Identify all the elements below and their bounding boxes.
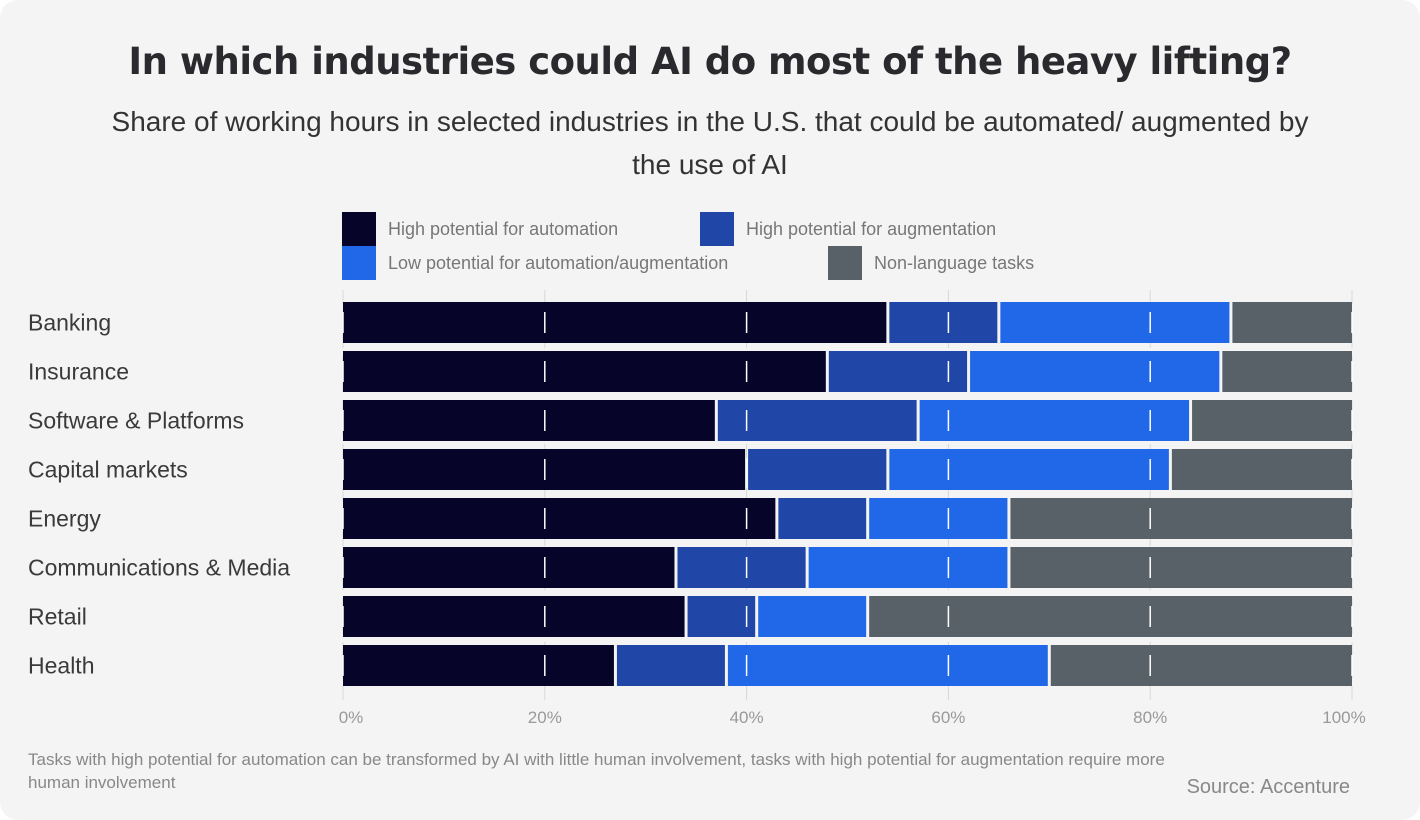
category-label: Communications & Media <box>28 555 290 581</box>
bar-segment <box>778 498 867 539</box>
category-label: Insurance <box>28 359 129 385</box>
bar-segment <box>727 645 1048 686</box>
category-label: Capital markets <box>28 457 188 483</box>
bar-segment <box>748 449 887 490</box>
x-tick-label: 60% <box>931 708 965 727</box>
legend-item-automation: High potential for automation <box>342 212 618 246</box>
bar-segment <box>970 351 1220 392</box>
bar-segment <box>1222 351 1352 392</box>
x-tick-label: 20% <box>528 708 562 727</box>
chart-subtitle: Share of working hours in selected indus… <box>111 106 1309 180</box>
bar-segment <box>758 596 867 637</box>
x-tick-label: 80% <box>1133 708 1167 727</box>
bar-segment <box>808 547 1008 588</box>
bar-segment <box>717 400 917 441</box>
category-label: Software & Platforms <box>28 408 244 434</box>
bar-segment <box>889 449 1169 490</box>
bar-segment <box>1232 302 1352 343</box>
category-label: Banking <box>28 310 111 336</box>
legend-item-low: Low potential for automation/augmentatio… <box>342 246 728 280</box>
category-label: Retail <box>28 604 87 630</box>
bar-segment <box>687 596 756 637</box>
chart-title: In which industries could AI do most of … <box>128 40 1292 83</box>
legend-label: High potential for augmentation <box>746 218 997 239</box>
bar-segment <box>919 400 1190 441</box>
bar-segment <box>1010 498 1352 539</box>
footnote: Tasks with high potential for automation… <box>28 750 1165 792</box>
bar-segment <box>1171 449 1352 490</box>
legend-label: High potential for automation <box>388 218 619 239</box>
category-label: Health <box>28 653 94 679</box>
bar-segment <box>1000 302 1230 343</box>
bar-segment <box>343 498 776 539</box>
bar-segment <box>1192 400 1352 441</box>
legend-item-non-language: Non-language tasks <box>828 246 1034 280</box>
bar-segment <box>343 596 685 637</box>
source: Source: Accenture <box>1186 776 1350 798</box>
bar-segment <box>343 547 675 588</box>
bar-segment <box>828 351 968 392</box>
legend-label: Low potential for automation/augmentatio… <box>388 252 729 273</box>
legend-item-augmentation: High potential for augmentation <box>700 212 996 246</box>
bar-segment <box>616 645 725 686</box>
bar-segment <box>1050 645 1352 686</box>
legend-swatch <box>700 212 734 246</box>
legend-swatch <box>828 246 862 280</box>
legend-swatch <box>342 212 376 246</box>
bar-segment <box>869 498 1008 539</box>
bar-segment <box>1010 547 1352 588</box>
bar-segment <box>343 302 887 343</box>
x-tick-label: 0% <box>339 708 364 727</box>
bar-segment <box>343 645 614 686</box>
bar-segment <box>889 302 998 343</box>
bar-segment <box>869 596 1352 637</box>
bar-segment <box>343 400 715 441</box>
legend-swatch <box>342 246 376 280</box>
legend: High potential for automation High poten… <box>342 212 1142 282</box>
bar-segment <box>343 351 826 392</box>
bar-segment <box>677 547 806 588</box>
legend-label: Non-language tasks <box>874 252 1035 273</box>
category-label: Energy <box>28 506 101 532</box>
x-tick-label: 100% <box>1322 708 1365 727</box>
x-tick-label: 40% <box>730 708 764 727</box>
